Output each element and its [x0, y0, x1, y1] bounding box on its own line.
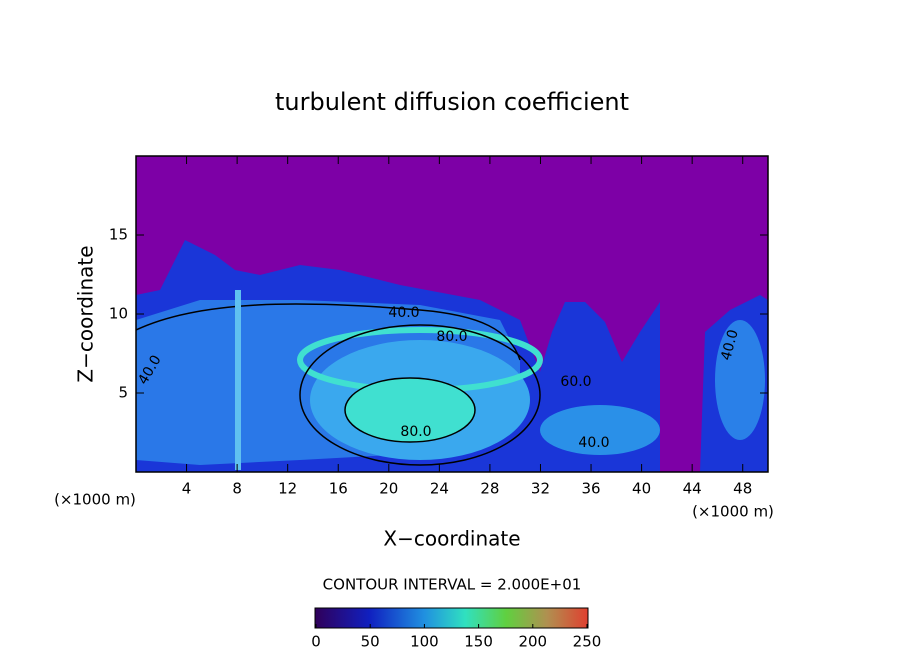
y-tick-label: 15 — [109, 226, 128, 244]
y-tick-label: 5 — [118, 384, 128, 402]
x-tick-label: 48 — [733, 480, 752, 498]
x-tick-label: 8 — [232, 480, 242, 498]
x-unit: (×1000 m) — [54, 491, 136, 509]
x-tick-label: 44 — [683, 480, 702, 498]
contour-label: 80.0 — [436, 329, 467, 345]
field — [136, 156, 768, 472]
colorbar-label: 100 — [410, 633, 439, 651]
contour-label: 40.0 — [718, 328, 742, 362]
y-tick-label: 10 — [109, 305, 128, 323]
x-tick-label: 24 — [430, 480, 449, 498]
x-tick-label: 40 — [632, 480, 651, 498]
x-unit: (×1000 m) — [692, 503, 774, 521]
x-tick-label: 16 — [329, 480, 348, 498]
chart-title: turbulent diffusion coefficient — [275, 88, 629, 116]
contour-label: 80.0 — [400, 424, 431, 440]
colorbar-label: 200 — [518, 633, 547, 651]
x-tick-label: 32 — [531, 480, 550, 498]
x-axis-label: X−coordinate — [383, 527, 520, 551]
colorbar-label: 250 — [573, 633, 602, 651]
x-tick-label: 36 — [581, 480, 600, 498]
y-axis-label: Z−coordinate — [74, 245, 98, 382]
x-tick-label: 28 — [480, 480, 499, 498]
x-tick-label: 12 — [278, 480, 297, 498]
contour-interval: CONTOUR INTERVAL = 2.000E+01 — [323, 576, 582, 594]
contour-label: 60.0 — [560, 374, 591, 390]
colorbar-label: 50 — [361, 633, 380, 651]
x-tick-label: 20 — [379, 480, 398, 498]
x-tick-label: 4 — [182, 480, 192, 498]
colorbar — [314, 607, 589, 629]
contour-label: 40.0 — [388, 305, 419, 321]
colorbar-label: 150 — [464, 633, 493, 651]
colorbar-label: 0 — [311, 633, 321, 651]
contour-label: 40.0 — [578, 435, 609, 451]
